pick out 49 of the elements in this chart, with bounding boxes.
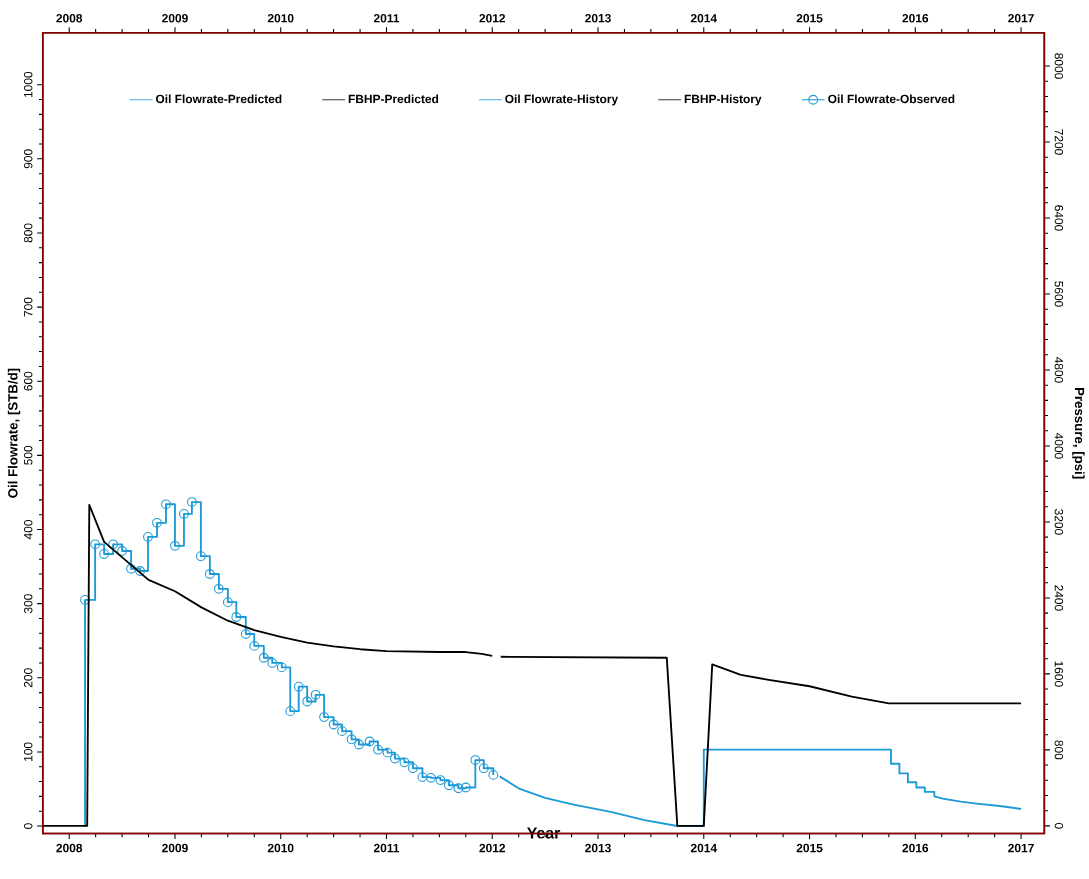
x-tick-label: 2013 (585, 13, 611, 23)
x-tick-label: 2017 (1008, 13, 1034, 23)
x2-tick-label: 2011 (373, 843, 400, 853)
x-tick-label: 2008 (56, 13, 83, 23)
y-tick-label: 700 (23, 297, 33, 317)
y2-axis-title: Pressure, [psi] (1072, 387, 1085, 479)
x-tick-label: 2011 (373, 13, 400, 23)
legend-label: Oil Flowrate-Observed (828, 94, 955, 104)
y2-tick-label: 4800 (1054, 356, 1064, 383)
y2-tick-label: 5600 (1054, 281, 1064, 307)
x2-tick-label: 2017 (1008, 843, 1034, 853)
y2-tick-label: 8000 (1054, 53, 1064, 79)
y-tick-label: 0 (23, 823, 33, 829)
legend-label: FBHP-History (684, 94, 762, 106)
x-tick-label: 2016 (902, 13, 929, 23)
legend-label: Oil Flowrate-Predicted (155, 94, 282, 104)
y-tick-label: 300 (23, 594, 33, 614)
x-tick-label: 2010 (267, 13, 294, 23)
y2-tick-label: 1600 (1054, 661, 1064, 687)
y-tick-label: 100 (23, 742, 33, 761)
y-tick-label: 500 (23, 445, 33, 465)
x2-tick-label: 2015 (796, 843, 823, 853)
x2-tick-label: 2008 (56, 843, 83, 853)
x2-tick-label: 2014 (690, 843, 717, 853)
y2-tick-label: 0 (1054, 822, 1064, 829)
x2-tick-label: 2009 (162, 843, 188, 853)
x2-tick-label: 2016 (902, 843, 929, 853)
x-tick-label: 2015 (796, 13, 823, 23)
x2-tick-label: 2012 (479, 843, 506, 853)
y2-tick-label: 4000 (1054, 432, 1064, 459)
y2-tick-label: 800 (1054, 740, 1064, 760)
y-tick-label: 900 (23, 149, 33, 169)
legend-label: Oil Flowrate-History (505, 94, 619, 106)
y2-tick-label: 7200 (1054, 129, 1064, 155)
y-tick-label: 1000 (23, 71, 33, 97)
y-tick-label: 800 (23, 223, 33, 243)
x-tick-label: 2012 (479, 13, 506, 23)
y2-tick-label: 6400 (1054, 205, 1064, 231)
y-tick-label: 200 (23, 668, 33, 688)
y2-tick-label: 3200 (1054, 509, 1064, 535)
x2-tick-label: 2013 (585, 843, 611, 853)
y2-tick-label: 2400 (1054, 585, 1064, 611)
x-tick-label: 2009 (162, 13, 188, 23)
y-tick-label: 400 (23, 519, 33, 540)
legend-label: FBHP-Predicted (348, 94, 439, 104)
y-tick-label: 600 (23, 371, 33, 391)
x-tick-label: 2014 (690, 13, 717, 23)
y-axis-title: Oil Flowrate, [STB/d] (7, 368, 21, 498)
x2-tick-label: 2010 (267, 843, 294, 853)
